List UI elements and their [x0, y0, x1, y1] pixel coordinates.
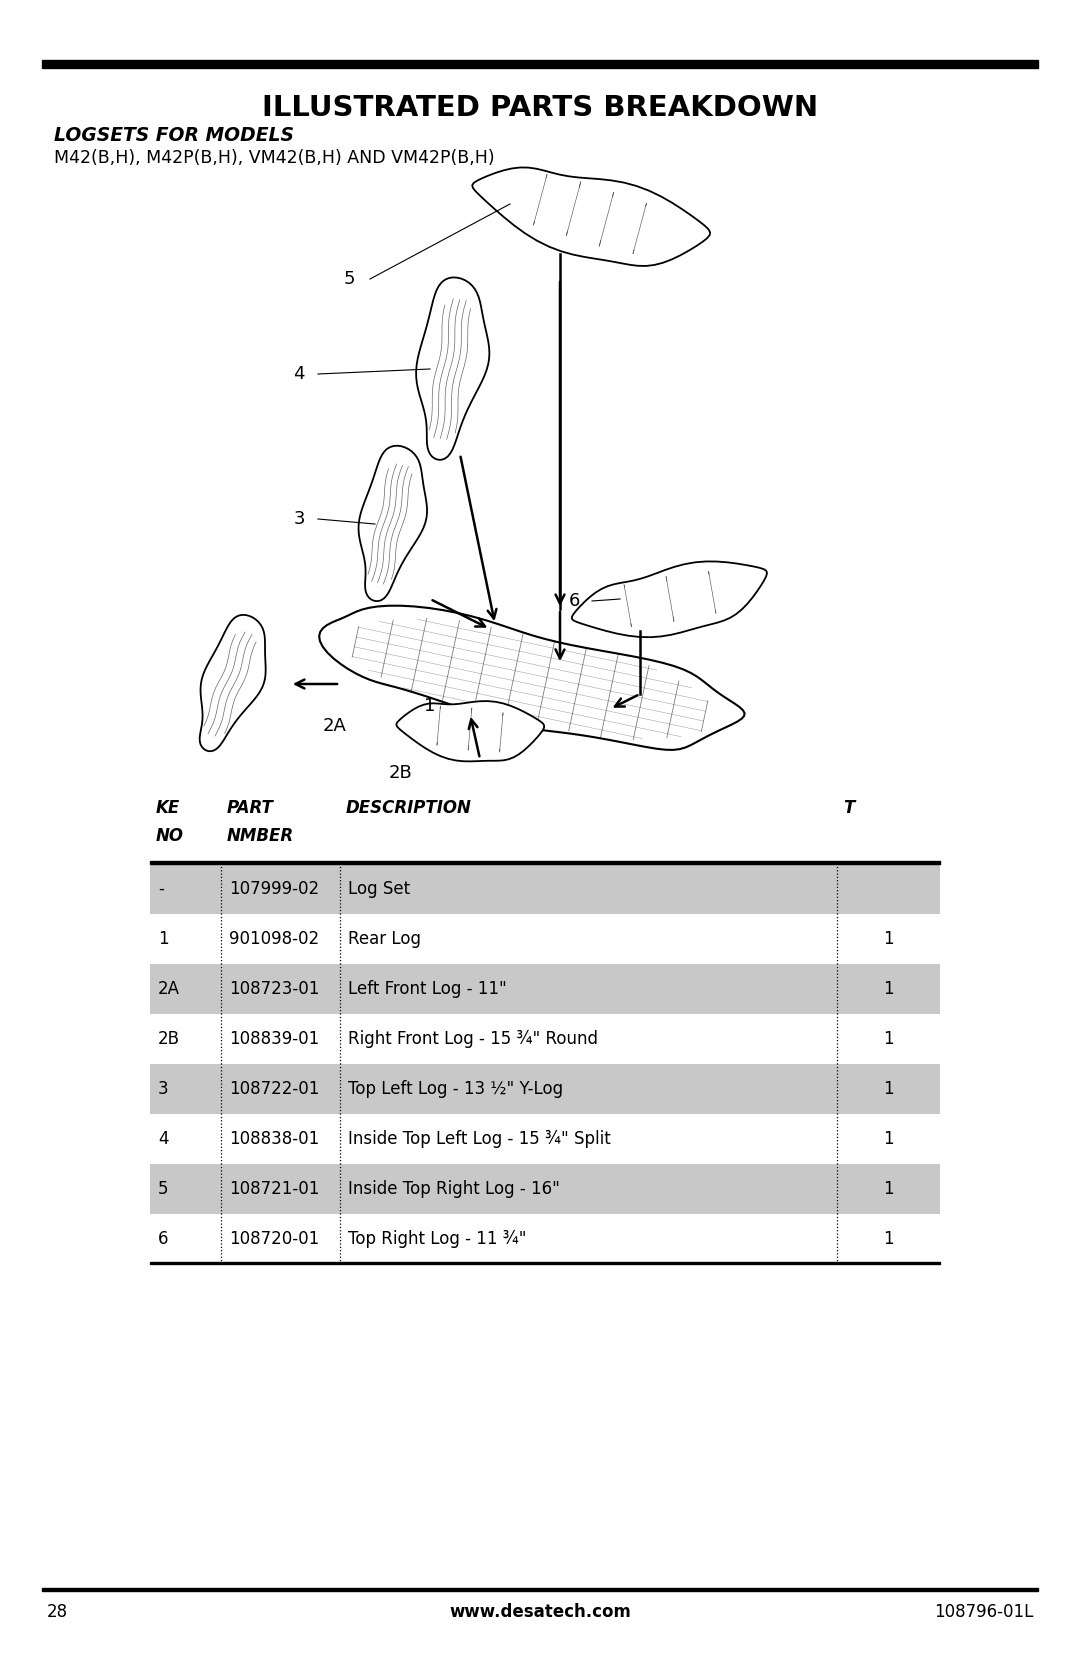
Polygon shape: [200, 614, 266, 751]
Text: 108722-01: 108722-01: [229, 1080, 320, 1098]
Text: M42(B,H), M42P(B,H), VM42(B,H) AND VM42P(B,H): M42(B,H), M42P(B,H), VM42(B,H) AND VM42P…: [54, 149, 495, 167]
Text: Left Front Log - 11": Left Front Log - 11": [348, 980, 507, 998]
Bar: [150, 1163, 940, 1213]
Text: LOGSETS FOR MODELS: LOGSETS FOR MODELS: [54, 125, 294, 145]
Text: 2A: 2A: [323, 718, 347, 734]
Text: NMBER: NMBER: [227, 828, 294, 845]
Text: KE: KE: [156, 799, 180, 818]
Bar: [150, 1262, 940, 1263]
Bar: [150, 865, 940, 915]
Text: 5: 5: [343, 270, 355, 289]
Polygon shape: [416, 277, 489, 461]
Text: 108721-01: 108721-01: [229, 1180, 320, 1198]
Text: Top Left Log - 13 ½" Y-Log: Top Left Log - 13 ½" Y-Log: [348, 1080, 563, 1098]
Bar: [150, 1065, 940, 1113]
Text: 108796-01L: 108796-01L: [933, 1602, 1032, 1621]
Text: 1: 1: [883, 1080, 894, 1098]
Text: ILLUSTRATED PARTS BREAKDOWN: ILLUSTRATED PARTS BREAKDOWN: [262, 93, 818, 122]
Text: 6: 6: [158, 1230, 168, 1248]
Text: 108720-01: 108720-01: [229, 1230, 320, 1248]
Text: Inside Top Right Log - 16": Inside Top Right Log - 16": [348, 1180, 559, 1198]
Text: 108838-01: 108838-01: [229, 1130, 320, 1148]
Text: NO: NO: [156, 828, 184, 845]
Text: 1: 1: [883, 980, 894, 998]
Bar: [42, 60, 1038, 68]
Text: 2A: 2A: [158, 980, 180, 998]
Text: 108723-01: 108723-01: [229, 980, 320, 998]
Text: 1: 1: [883, 1030, 894, 1048]
Polygon shape: [472, 167, 711, 265]
Text: T: T: [843, 799, 854, 818]
Text: Right Front Log - 15 ¾" Round: Right Front Log - 15 ¾" Round: [348, 1030, 597, 1048]
Polygon shape: [571, 561, 767, 638]
Bar: [42, 1587, 1038, 1591]
Text: 1: 1: [158, 930, 168, 948]
Text: 2B: 2B: [158, 1030, 180, 1048]
Polygon shape: [320, 606, 744, 749]
Text: 108839-01: 108839-01: [229, 1030, 320, 1048]
Text: 1: 1: [883, 1180, 894, 1198]
Text: Log Set: Log Set: [348, 880, 409, 898]
Text: 2B: 2B: [388, 764, 411, 783]
Text: 28: 28: [48, 1602, 68, 1621]
Text: DESCRIPTION: DESCRIPTION: [346, 799, 472, 818]
Text: 6: 6: [569, 592, 580, 609]
Text: 1: 1: [883, 930, 894, 948]
Text: Rear Log: Rear Log: [348, 930, 420, 948]
Polygon shape: [396, 701, 544, 761]
Text: 5: 5: [158, 1180, 168, 1198]
Text: 4: 4: [158, 1130, 168, 1148]
Text: 4: 4: [294, 366, 305, 382]
Bar: [150, 965, 940, 1015]
Text: Top Right Log - 11 ¾": Top Right Log - 11 ¾": [348, 1230, 526, 1248]
Text: 3: 3: [158, 1080, 168, 1098]
Polygon shape: [359, 446, 427, 601]
Text: 1: 1: [424, 698, 435, 714]
Text: 107999-02: 107999-02: [229, 880, 320, 898]
Text: 901098-02: 901098-02: [229, 930, 320, 948]
Text: Inside Top Left Log - 15 ¾" Split: Inside Top Left Log - 15 ¾" Split: [348, 1130, 610, 1148]
Text: -: -: [158, 880, 164, 898]
Text: 1: 1: [883, 1230, 894, 1248]
Text: PART: PART: [227, 799, 274, 818]
Text: 1: 1: [883, 1130, 894, 1148]
Text: www.desatech.com: www.desatech.com: [449, 1602, 631, 1621]
Bar: [150, 861, 940, 865]
Text: 3: 3: [294, 511, 305, 527]
